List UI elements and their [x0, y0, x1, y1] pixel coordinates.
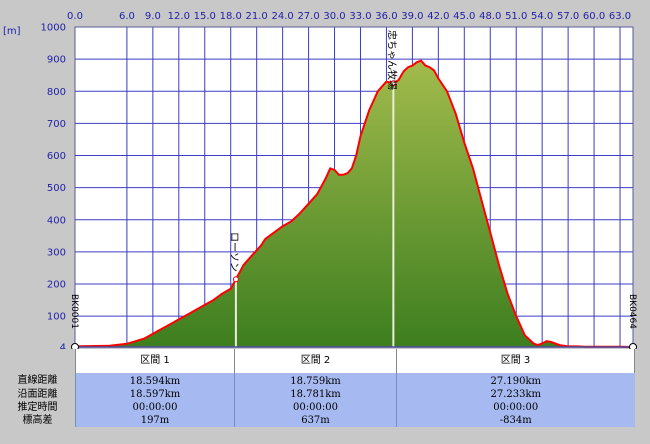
x-tick-label: 39.0: [401, 11, 423, 22]
marker-label: 忠ちゃん牧場: [385, 30, 398, 90]
segment-2-surface: 18.781km: [234, 388, 397, 401]
x-tick-label: 42.0: [427, 11, 449, 22]
segment-3-straight: 27.190km: [396, 373, 635, 388]
plot-border: [74, 26, 634, 348]
x-tick-label: 60.0: [583, 11, 605, 22]
elevation-line: [74, 59, 632, 348]
x-tick-label: 45.0: [453, 11, 475, 22]
segment-2-time: 00:00:00: [234, 401, 397, 414]
corner-cell: [0, 349, 76, 373]
y-tick-label: 700: [47, 119, 66, 130]
x-tick-label: 18.0: [220, 11, 242, 22]
segment-2-straight: 18.759km: [234, 373, 397, 388]
x-tick-label: 12.0: [168, 11, 190, 22]
y-tick-label: 100: [47, 312, 66, 323]
marker-label: ローソン: [228, 232, 239, 272]
y-tick-label: 1000: [41, 23, 66, 34]
end-label: BK0464: [627, 294, 637, 329]
marker-lines: [234, 83, 395, 347]
y-tick-label: 600: [47, 151, 66, 162]
segment-3-header: 区間 3: [396, 349, 635, 373]
x-tick-label: 6.0: [119, 11, 135, 22]
x-tick-label: 33.0: [349, 11, 371, 22]
x-tick-label: 51.0: [505, 11, 527, 22]
end-point: [629, 343, 637, 349]
y-tick-label: 300: [47, 247, 66, 258]
segment-1-surface: 18.597km: [75, 388, 235, 401]
x-tick-label: 48.0: [479, 11, 501, 22]
x-tick-label: 57.0: [557, 11, 579, 22]
marker-point: [232, 276, 239, 283]
x-tick-label: 0.0: [67, 11, 83, 22]
y-tick-label: 200: [47, 280, 66, 291]
segment-1-time: 00:00:00: [75, 401, 235, 414]
y-tick-label: 900: [47, 55, 66, 66]
segment-1-straight: 18.594km: [75, 373, 235, 388]
waypoint-markers: ローソン 忠ちゃん牧場: [228, 30, 398, 283]
y-tick-label: 400: [47, 215, 66, 226]
row-label-straight: 直線距離: [0, 373, 76, 388]
y-tick-label: 500: [47, 183, 66, 194]
end-label: BK0001: [69, 294, 79, 329]
elevation-area: [75, 60, 632, 347]
x-tick-label: 21.0: [246, 11, 268, 22]
x-tick-label: 63.0: [609, 11, 631, 22]
y-tick-label: 4: [60, 343, 66, 350]
x-tick-label: 30.0: [323, 11, 345, 22]
marker-point: [390, 80, 397, 87]
segment-1-header: 区間 1: [75, 349, 235, 373]
segment-2-elevation: 637m: [234, 414, 397, 427]
x-tick-labels: 0.0 6.0 9.0 12.0 15.0 18.0 21.0 24.0 27.0 30.0 33.…: [67, 11, 631, 22]
x-tick-label: 15.0: [194, 11, 216, 22]
y-tick-label: 800: [47, 87, 66, 98]
start-point: [71, 343, 79, 349]
segment-summary: 区間 1 区間 2 区間 3 直線距離 18.594km 18.759km 27…: [0, 349, 650, 444]
x-tick-label: 54.0: [531, 11, 553, 22]
end-labels: BK0001 BK0464: [69, 294, 637, 329]
segment-3-surface: 27.233km: [396, 388, 635, 401]
row-label-elevation: 標高差: [0, 414, 76, 427]
row-label-time: 推定時間: [0, 401, 76, 414]
x-tick-label: 9.0: [145, 11, 161, 22]
y-tick-labels: 1000 900 800 700 600 500 400 300 200 100 4: [41, 23, 66, 350]
segment-3-elevation: -834m: [396, 414, 635, 427]
segment-1-elevation: 197m: [75, 414, 235, 427]
segment-2-header: 区間 2: [234, 349, 397, 373]
x-tick-label: 36.0: [375, 11, 397, 22]
segment-3-time: 00:00:00: [396, 401, 635, 414]
x-tick-label: 24.0: [271, 11, 293, 22]
row-label-surface: 沿面距離: [0, 388, 76, 401]
x-tick-label: 27.0: [297, 11, 319, 22]
elevation-chart: 1000 900 800 700 600 500 400 300 200 100 4 0.0 6.0 9…: [3, 11, 637, 350]
y-unit-label: [m]: [3, 26, 21, 37]
